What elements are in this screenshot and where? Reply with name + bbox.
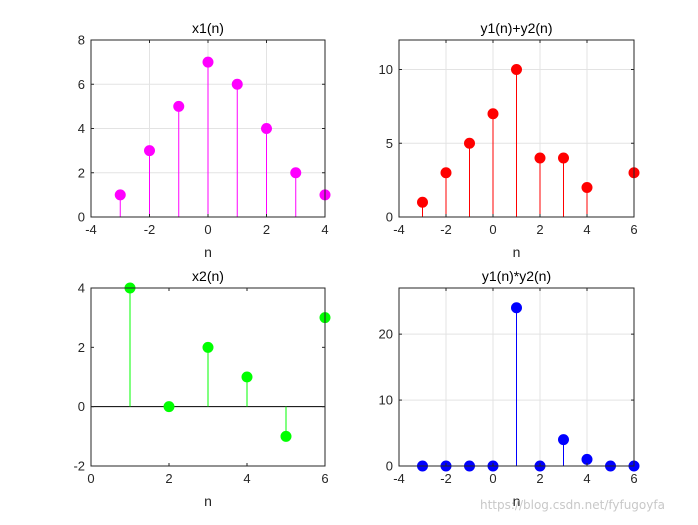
x-tick-label: 0 [87,471,94,486]
stem-marker [261,123,272,134]
x-tick-label: 0 [204,222,211,237]
y-tick-label: 20 [379,327,393,342]
stem-marker [290,167,302,179]
x-tick-label: 6 [630,222,637,237]
y-tick-label: 2 [78,340,85,355]
y-tick-label: 0 [386,459,393,474]
y-tick-label: 8 [78,33,85,48]
stem-marker [202,56,214,68]
x-tick-label: 4 [583,222,590,237]
axes-frame [398,287,635,467]
y-tick-label: 10 [379,62,393,77]
stem-marker [241,371,253,383]
stem-marker [163,401,175,413]
y-tick-label: 0 [386,210,393,225]
stem-marker [511,64,522,75]
stem-marker [534,152,546,164]
x-tick-label: 2 [263,222,270,237]
y-tick-label: -2 [73,459,85,474]
y-tick-label: 2 [78,165,85,180]
subplot-1: -4 -2 0 2 4 0 2 4 6 8 x1(n) n [78,20,331,260]
stem-marker [581,182,593,193]
x-tick-label: -4 [393,222,405,237]
x-axis-label: n [513,493,521,509]
stem-marker [280,430,292,442]
stem-marker [144,145,155,157]
y-tick-label: 0 [78,210,85,225]
x-tick-label: 4 [583,471,590,486]
x-axis-label: n [204,493,212,509]
x-tick-label: 0 [489,222,496,237]
chart-title: y1(n)+y2(n) [481,20,553,36]
stem-marker [558,152,569,164]
y-tick-label: 5 [386,136,393,151]
stem-marker [511,302,522,314]
stem-marker [464,137,475,149]
x-tick-label: 6 [630,471,637,486]
stem-marker [202,341,214,353]
stem-marker [487,108,499,120]
y-tick-label: 0 [78,399,85,414]
x-tick-label: 6 [321,471,328,486]
subplot-4: -4 -2 0 2 4 6 0 10 20 y1(n)*y2(n) n [379,268,640,509]
x-tick-label: 4 [321,222,328,237]
stem-marker [114,189,126,201]
axes-frame [90,287,326,467]
axes-frame [398,39,635,218]
x-tick-label: 2 [165,471,172,486]
x-tick-label: -4 [393,471,405,486]
subplot-2: -4 -2 0 2 4 6 0 5 10 y1(n)+y2(n) n [379,20,640,260]
x-tick-label: -4 [85,222,97,237]
x-tick-label: -2 [440,222,452,237]
stem-marker [173,100,185,112]
x-tick-label: 0 [489,471,496,486]
watermark: https://blog.csdn.net/fyfugoyfa [480,498,665,512]
y-tick-label: 4 [78,121,85,136]
stem-marker [440,167,452,179]
chart-title: y1(n)*y2(n) [482,268,551,284]
chart-title: x1(n) [192,20,224,36]
y-tick-label: 6 [78,77,85,92]
x-tick-label: -2 [440,471,452,486]
x-tick-label: 2 [536,222,543,237]
stem-marker [558,434,569,446]
stem-marker [231,78,243,90]
chart-title: x2(n) [192,268,224,284]
stem-marker [417,196,428,208]
x-axis-label: n [204,244,212,260]
stem-marker [581,453,593,465]
x-tick-label: 2 [536,471,543,486]
y-tick-label: 10 [379,393,393,408]
x-axis-label: n [513,244,521,260]
x-tick-label: -2 [144,222,156,237]
y-tick-label: 4 [78,281,85,296]
x-tick-label: 4 [243,471,250,486]
